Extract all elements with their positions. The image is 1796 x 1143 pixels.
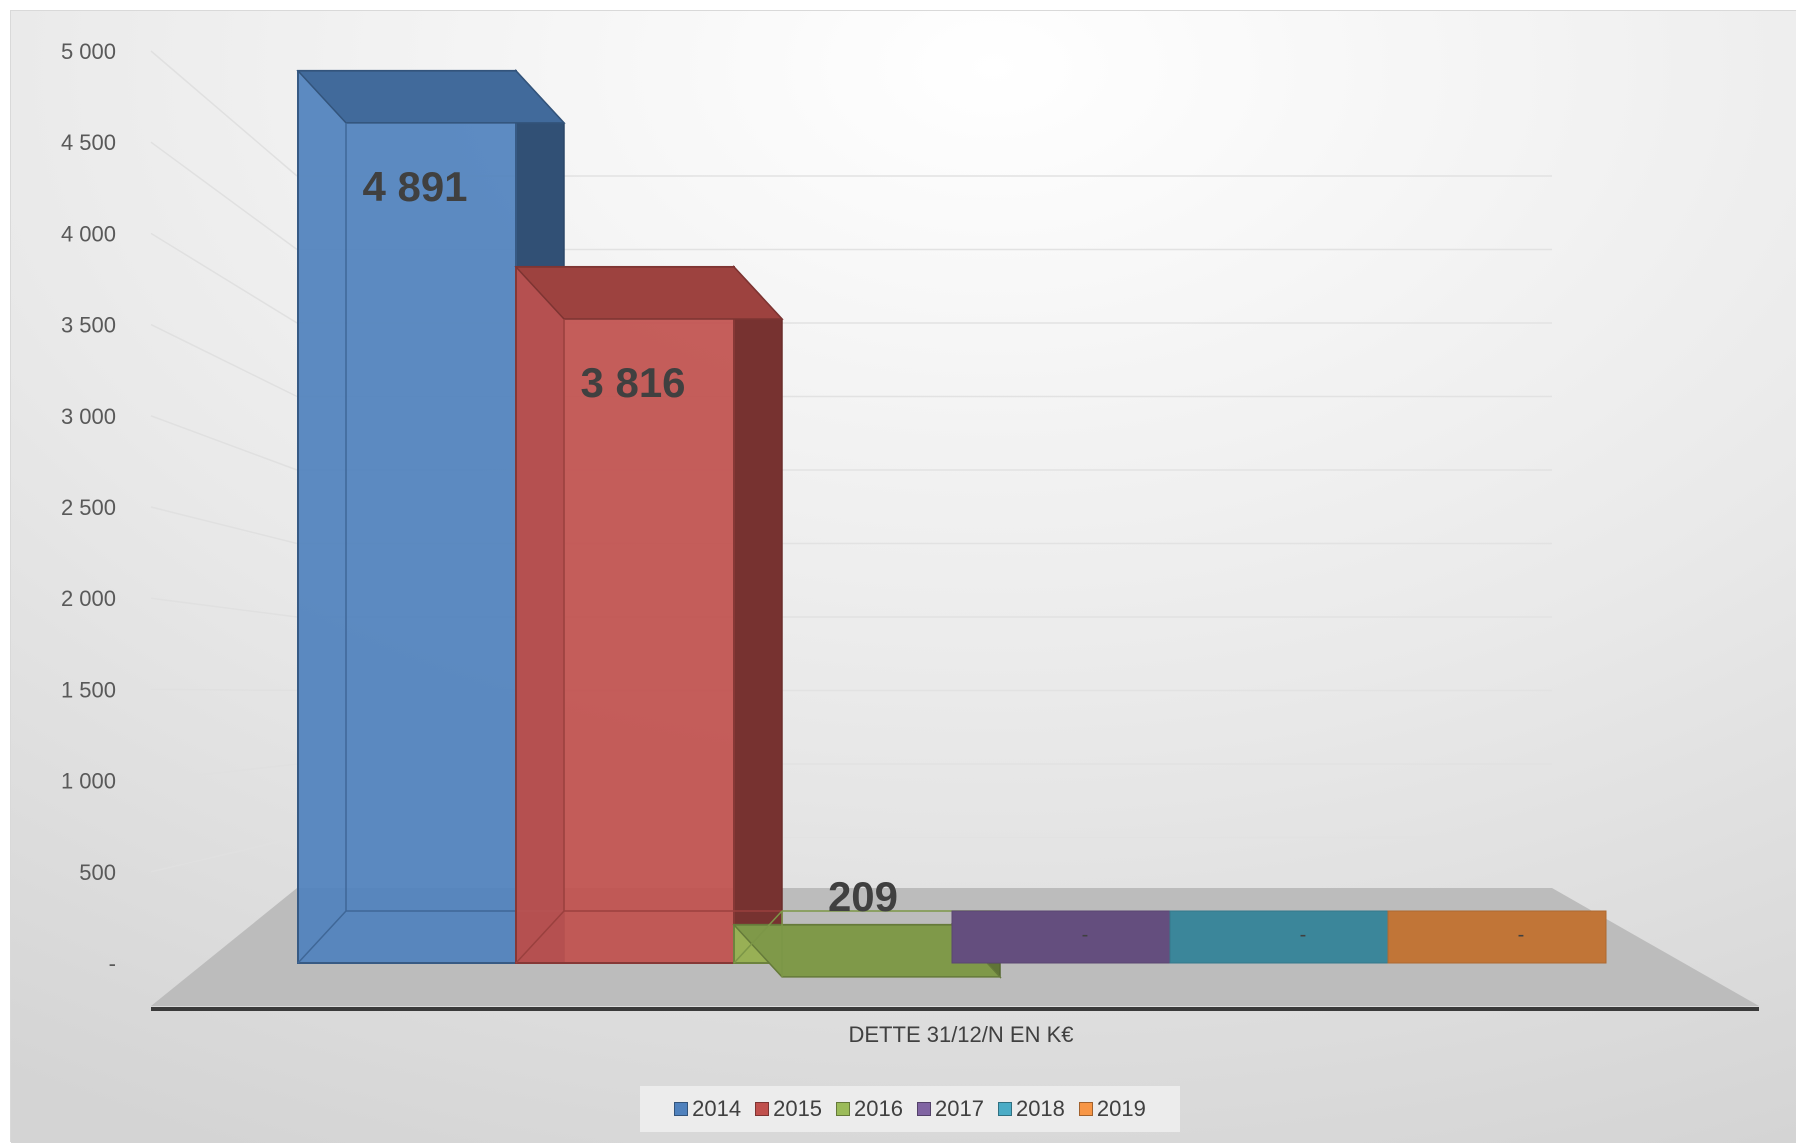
bar-flat [1169,910,1389,964]
data-labels: 4 891 3 816 209 - - - [362,163,1524,946]
y-axis: - 500 1 000 1 500 2 000 2 500 3 000 3 500 4 000 4… [61,39,116,976]
bar-edge [297,910,347,964]
gridline-side [150,506,298,545]
legend-label: 2016 [854,1096,903,1121]
gridline-side [150,597,298,618]
legend-label: 2017 [935,1096,984,1121]
bar-2017 [951,910,1171,964]
gridline-side [150,141,298,251]
bar-edge [515,910,565,964]
legend-label: 2019 [1096,1096,1146,1121]
legend: 2014 2015 2016 2017 2018 2019 [640,1086,1180,1132]
y-tick-label: 3 500 [61,313,116,338]
legend-swatch [836,1102,851,1116]
bar-2018 [1169,910,1389,964]
bar-side [733,265,783,964]
bar-flat [951,910,1171,964]
legend-label: 2014 [692,1096,742,1121]
gridline-side [150,688,298,692]
data-label-2016: 209 [828,873,898,920]
y-tick-label: 5 000 [61,39,116,64]
data-label-2018: - [1300,924,1307,946]
category-label: DETTE 31/12/N EN K€ [849,1022,1074,1047]
bar-front [297,69,517,965]
y-tick-label: 3 000 [61,404,116,429]
legend-item-2015: 2015 [755,1096,822,1122]
legend-label: 2018 [1015,1096,1065,1121]
gridline-side [150,323,298,398]
legend-swatch [997,1102,1012,1116]
gridline-side [150,763,298,782]
bar-2019 [1387,910,1607,964]
chart-svg: - 500 1 000 1 500 2 000 2 500 3 000 3 500 4 000 4… [11,11,1796,1143]
gridline-side [150,836,298,873]
data-label-2017: - [1082,924,1089,946]
legend-item-2016: 2016 [836,1096,903,1122]
gridline-side [150,415,298,471]
bar-flat [1387,910,1607,964]
bar-top [732,924,1002,978]
legend-swatch [674,1102,689,1116]
bar-front [515,265,735,964]
chart-area: - 500 1 000 1 500 2 000 2 500 3 000 3 500 4 000 4… [10,10,1796,1143]
legend-label: 2015 [773,1096,823,1121]
y-tick-label: 2 000 [61,586,116,611]
y-tick-label: 1 000 [61,769,116,794]
data-label-2014: 4 891 [362,163,467,210]
bar-top [296,70,566,124]
bars [296,68,1607,979]
legend-item-2014: 2014 [674,1096,741,1122]
data-label-2019: - [1518,924,1525,946]
bar-top [514,266,784,320]
y-tick-label: 4 000 [61,221,116,246]
bar-2015 [514,265,784,964]
y-tick-label: 1 500 [61,677,116,702]
data-label-2015: 3 816 [580,359,685,406]
y-tick-label: 2 500 [61,495,116,520]
legend-swatch [755,1102,770,1116]
y-tick-label: 4 500 [61,130,116,155]
legend-item-2019: 2019 [1078,1096,1146,1122]
gridline-side [150,232,298,324]
legend-item-2018: 2018 [997,1096,1065,1122]
y-tick-label: 500 [79,860,116,885]
legend-swatch [1078,1102,1093,1116]
bar-edge [733,910,783,964]
legend-item-2017: 2017 [917,1096,984,1122]
gridline-side [150,50,298,177]
legend-swatch [917,1102,931,1116]
y-tick-label: - [109,951,116,976]
